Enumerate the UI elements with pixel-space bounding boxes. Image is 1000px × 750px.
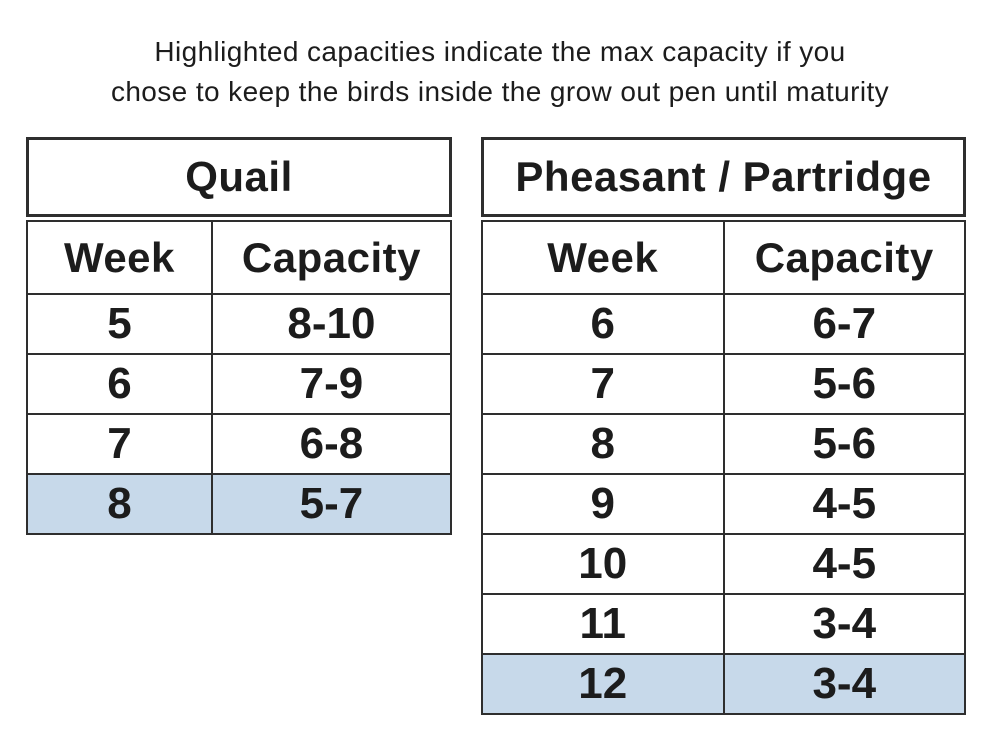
capacity-cell: 6-7 xyxy=(722,293,966,355)
week-cell: 9 xyxy=(481,473,725,535)
capacity-cell: 4-5 xyxy=(722,473,966,535)
week-cell: 8 xyxy=(481,413,725,475)
caption-heading-line-2: chose to keep the birds inside the grow … xyxy=(110,76,890,107)
week-cell: 8 xyxy=(26,473,213,535)
pheasant-partridge-table-title: Pheasant / Partridge xyxy=(481,137,966,217)
pheasant-column-header-week: Week xyxy=(481,220,725,295)
pheasant-partridge-table-block: Pheasant / Partridge Week Capacity 6 6-7 7… xyxy=(481,137,966,715)
caption-heading-line-1: Highlighted capacities indicate the max … xyxy=(154,36,846,67)
table-row: 9 4-5 xyxy=(481,473,966,535)
quail-table-title: Quail xyxy=(26,137,452,217)
quail-table-block: Quail Week Capacity 5 8-10 6 7-9 7 6-8 8 5-7 xyxy=(26,137,453,535)
table-row: 7 6-8 xyxy=(26,413,453,475)
week-cell: 6 xyxy=(481,293,725,355)
pheasant-table-body: 6 6-7 7 5-6 8 5-6 9 4-5 10 4-5 11 3-4 12 3-4 xyxy=(481,293,966,715)
capacity-cell: 5-6 xyxy=(722,353,966,415)
week-cell: 11 xyxy=(481,593,725,655)
table-row: 6 7-9 xyxy=(26,353,453,415)
capacity-cell: 5-6 xyxy=(722,413,966,475)
capacity-cell: 3-4 xyxy=(722,593,966,655)
capacity-cell: 4-5 xyxy=(722,533,966,595)
caption-heading: Highlighted capacities indicate the max … xyxy=(0,32,1000,112)
table-row: 8 5-7 xyxy=(26,473,453,535)
quail-column-header-capacity: Capacity xyxy=(210,220,453,295)
pheasant-column-header-capacity: Capacity xyxy=(722,220,966,295)
pheasant-header-row: Week Capacity xyxy=(481,220,966,295)
week-cell: 7 xyxy=(26,413,213,475)
capacity-cell: 7-9 xyxy=(210,353,453,415)
table-row: 12 3-4 xyxy=(481,653,966,715)
week-cell: 6 xyxy=(26,353,213,415)
table-row: 5 8-10 xyxy=(26,293,453,355)
pheasant-partridge-table: Week Capacity 6 6-7 7 5-6 8 5-6 9 4-5 10 4-5 11 3-4… xyxy=(481,220,966,715)
quail-table: Week Capacity 5 8-10 6 7-9 7 6-8 8 5-7 xyxy=(26,220,453,535)
table-row: 7 5-6 xyxy=(481,353,966,415)
capacity-cell: 8-10 xyxy=(210,293,453,355)
table-row: 6 6-7 xyxy=(481,293,966,355)
table-row: 11 3-4 xyxy=(481,593,966,655)
table-row: 10 4-5 xyxy=(481,533,966,595)
week-cell: 12 xyxy=(481,653,725,715)
capacity-cell: 3-4 xyxy=(722,653,966,715)
week-cell: 7 xyxy=(481,353,725,415)
capacity-cell: 6-8 xyxy=(210,413,453,475)
quail-table-body: 5 8-10 6 7-9 7 6-8 8 5-7 xyxy=(26,293,453,535)
table-row: 8 5-6 xyxy=(481,413,966,475)
week-cell: 5 xyxy=(26,293,213,355)
week-cell: 10 xyxy=(481,533,725,595)
quail-column-header-week: Week xyxy=(26,220,213,295)
capacity-cell: 5-7 xyxy=(210,473,453,535)
quail-header-row: Week Capacity xyxy=(26,220,453,295)
